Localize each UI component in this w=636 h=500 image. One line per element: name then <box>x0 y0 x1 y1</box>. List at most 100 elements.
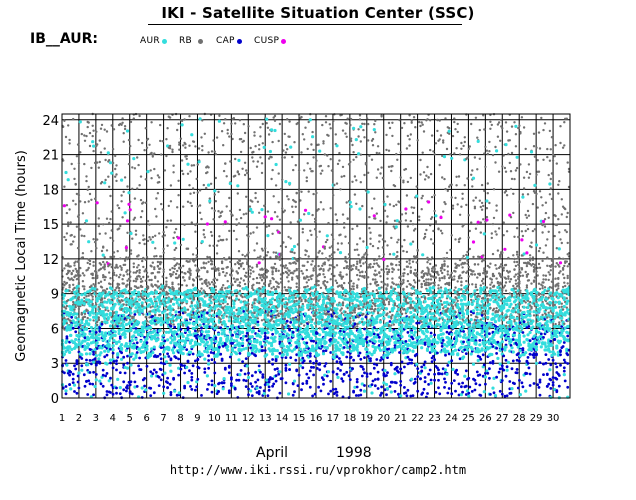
point-rb <box>251 286 254 290</box>
point-aur <box>227 319 231 323</box>
point-aur <box>332 299 336 303</box>
point-cap <box>149 370 153 374</box>
point-rb <box>131 166 134 169</box>
point-rb <box>129 307 133 310</box>
point-aur <box>275 299 279 303</box>
point-rb <box>242 279 245 282</box>
point-aur <box>231 325 235 330</box>
point-rb <box>95 272 98 275</box>
point-aur <box>198 117 202 121</box>
point-aur <box>350 298 355 303</box>
point-rb <box>70 277 73 280</box>
point-rb <box>62 257 65 260</box>
point-aur <box>338 251 343 255</box>
point-aur <box>190 304 194 308</box>
point-rb <box>91 302 94 306</box>
point-rb <box>104 308 107 312</box>
point-cap <box>188 369 191 373</box>
point-aur <box>249 389 253 393</box>
point-rb <box>179 137 183 140</box>
point-rb <box>293 270 296 273</box>
point-cap <box>312 339 315 343</box>
point-rb <box>92 319 95 322</box>
point-cap <box>227 389 231 393</box>
point-aur <box>80 368 84 372</box>
point-rb <box>208 256 211 259</box>
point-rb <box>283 266 286 269</box>
point-aur <box>273 128 277 133</box>
point-aur <box>92 340 96 344</box>
point-rb <box>265 122 268 125</box>
point-rb <box>206 284 209 288</box>
point-aur <box>346 346 350 350</box>
point-aur <box>261 289 265 294</box>
point-rb <box>330 308 334 312</box>
point-cap <box>76 380 80 384</box>
point-rb <box>81 256 85 259</box>
point-cap <box>65 335 69 339</box>
point-cap <box>284 356 288 359</box>
point-cap <box>190 375 194 379</box>
point-aur <box>306 303 310 307</box>
point-rb <box>213 150 216 153</box>
point-aur <box>210 337 214 341</box>
point-rb <box>261 142 264 145</box>
point-rb <box>260 292 264 295</box>
point-rb <box>196 191 199 194</box>
point-aur <box>292 379 297 383</box>
point-rb <box>139 215 143 219</box>
point-aur <box>290 248 294 252</box>
point-aur <box>103 349 107 353</box>
point-cap <box>301 366 305 370</box>
point-rb <box>315 278 318 281</box>
point-rb <box>172 271 175 274</box>
point-rb <box>139 277 143 281</box>
point-aur <box>177 391 181 395</box>
point-rb <box>277 139 280 143</box>
point-aur <box>236 335 240 339</box>
point-rb <box>330 264 334 267</box>
point-aur <box>320 315 324 319</box>
point-cap <box>101 384 105 388</box>
point-rb <box>74 305 77 309</box>
point-aur <box>101 253 105 257</box>
point-aur <box>319 341 323 346</box>
point-aur <box>315 311 319 315</box>
point-aur <box>172 351 176 355</box>
point-aur <box>288 296 292 300</box>
point-cap <box>221 344 225 348</box>
point-rb <box>344 255 347 259</box>
point-aur <box>275 349 279 353</box>
point-aur <box>97 357 101 361</box>
point-rb <box>97 318 101 322</box>
point-rb <box>129 314 132 318</box>
point-cap <box>206 388 209 391</box>
point-cap <box>267 360 271 363</box>
point-aur <box>169 336 173 340</box>
point-cap <box>259 386 262 389</box>
point-rb <box>75 269 79 272</box>
point-aur <box>195 380 199 384</box>
point-rb <box>180 119 184 123</box>
point-rb <box>165 276 168 280</box>
point-aur <box>273 348 277 353</box>
point-aur <box>284 180 288 184</box>
point-aur <box>205 374 209 378</box>
point-rb <box>83 315 87 319</box>
point-rb <box>297 189 301 192</box>
point-cap <box>277 372 281 376</box>
point-rb <box>90 250 93 253</box>
point-rb <box>313 314 317 318</box>
point-rb <box>260 162 264 165</box>
point-rb <box>306 275 309 279</box>
point-rb <box>297 169 301 172</box>
point-aur <box>132 157 136 161</box>
point-aur <box>181 352 185 356</box>
point-rb <box>292 168 295 172</box>
point-rb <box>197 329 201 332</box>
point-rb <box>214 176 217 180</box>
point-aur <box>252 340 257 344</box>
point-aur <box>203 320 207 324</box>
point-rb <box>165 154 168 158</box>
point-aur <box>325 317 329 322</box>
